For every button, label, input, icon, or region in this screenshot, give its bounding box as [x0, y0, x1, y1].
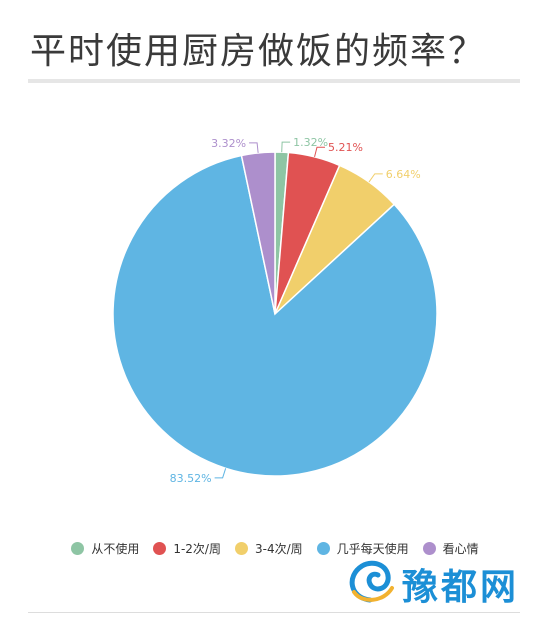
- pie-leader-line: [314, 146, 325, 158]
- watermark-text: 豫都网: [402, 566, 520, 608]
- pie-slice-label: 6.64%: [386, 168, 421, 181]
- legend-label: 1-2次/周: [173, 542, 221, 556]
- legend-item[interactable]: 1-2次/周: [153, 540, 221, 557]
- legend-label: 3-4次/周: [254, 542, 303, 556]
- title-divider: [28, 79, 520, 83]
- pie-slice: [112, 154, 438, 477]
- pie-leader-line: [214, 468, 227, 479]
- legend-label: 从不使用: [91, 542, 140, 556]
- chart-legend: 从不使用 1-2次/周 3-4次/周 几乎每天使用 看心情: [0, 540, 550, 557]
- legend-dot-icon: [71, 542, 85, 555]
- bottom-divider: [28, 612, 520, 613]
- legend-dot-icon: [422, 542, 436, 555]
- pie-leader-line: [249, 142, 259, 153]
- pie-slice-label: 83.52%: [170, 472, 212, 485]
- legend-label: 几乎每天使用: [336, 542, 409, 556]
- pie-leader-line: [368, 173, 383, 183]
- legend-item[interactable]: 看心情: [422, 540, 479, 557]
- pie-slice-label: 1.32%: [293, 136, 328, 149]
- pie-leader-line: [281, 141, 291, 153]
- legend-dot-icon: [234, 542, 248, 555]
- legend-item[interactable]: 几乎每天使用: [316, 540, 409, 557]
- page-title: 平时使用厨房做饭的频率？: [30, 31, 487, 72]
- legend-dot-icon: [153, 542, 167, 555]
- legend-item[interactable]: 从不使用: [71, 540, 139, 557]
- swirl-logo-icon: [349, 560, 394, 603]
- legend-item[interactable]: 3-4次/周: [234, 540, 303, 557]
- pie-slice-label: 5.21%: [328, 141, 363, 154]
- watermark-logo: 豫都网: [340, 552, 540, 608]
- legend-dot-icon: [316, 542, 330, 555]
- pie-slice-label: 3.32%: [211, 137, 246, 150]
- legend-label: 看心情: [442, 542, 479, 556]
